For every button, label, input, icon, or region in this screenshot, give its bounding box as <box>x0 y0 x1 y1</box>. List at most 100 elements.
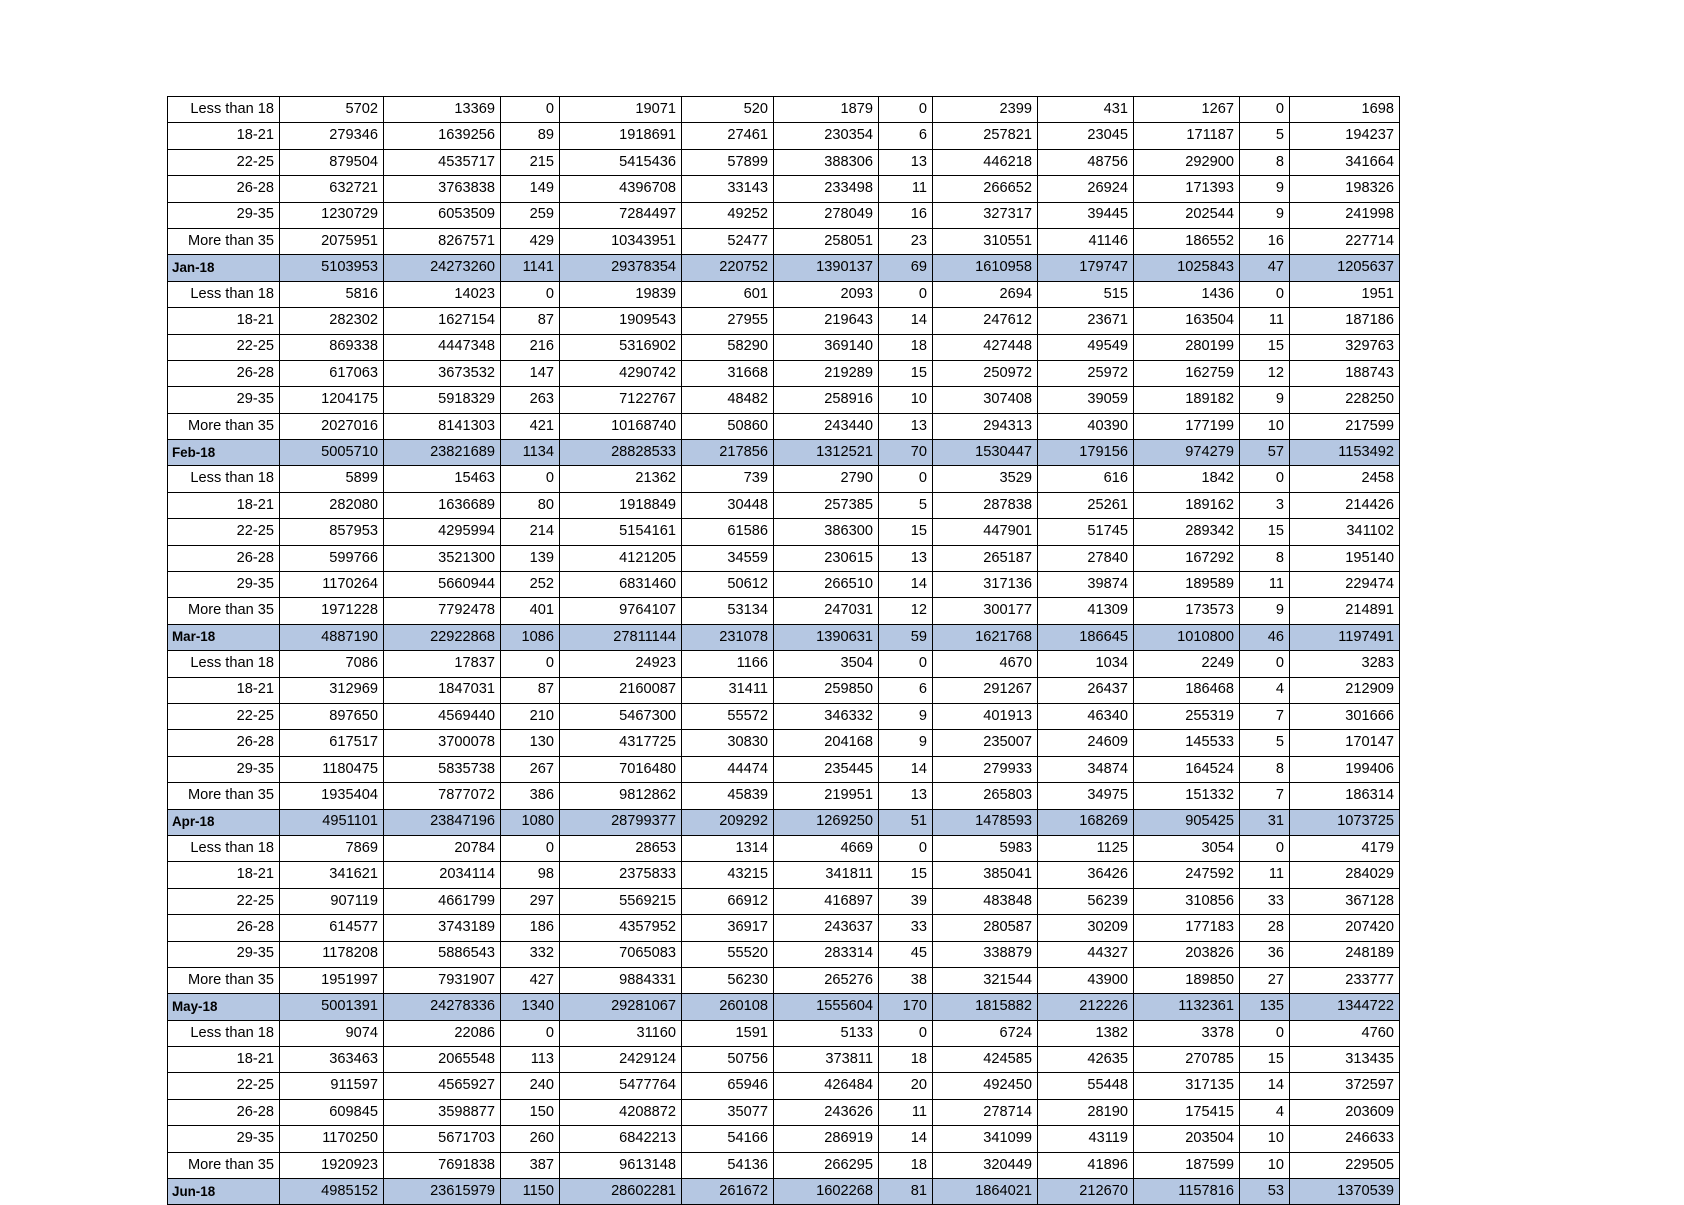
value-cell[interactable]: 267 <box>500 755 560 784</box>
age-group-label[interactable]: 22-25 <box>167 1072 280 1100</box>
value-cell[interactable]: 39874 <box>1037 571 1134 599</box>
value-cell[interactable]: 1918691 <box>559 122 682 150</box>
value-cell[interactable]: 341102 <box>1289 518 1400 546</box>
value-cell[interactable]: 0 <box>500 1019 560 1048</box>
value-cell[interactable]: 7869 <box>279 834 384 863</box>
value-cell[interactable]: 11 <box>1239 307 1290 335</box>
value-cell[interactable]: 15 <box>878 861 933 889</box>
value-cell[interactable]: 5316902 <box>559 333 682 361</box>
value-cell[interactable]: 15 <box>1239 1046 1290 1074</box>
value-cell[interactable]: 338879 <box>932 940 1038 968</box>
value-cell[interactable]: 0 <box>1239 834 1290 863</box>
total-value-cell[interactable]: 59 <box>878 623 933 652</box>
value-cell[interactable]: 427 <box>500 966 560 995</box>
value-cell[interactable]: 43119 <box>1037 1125 1134 1153</box>
value-cell[interactable]: 36917 <box>681 914 774 942</box>
value-cell[interactable]: 51745 <box>1037 518 1134 546</box>
value-cell[interactable]: 258916 <box>773 386 879 414</box>
total-value-cell[interactable]: 1864021 <box>932 1178 1038 1205</box>
value-cell[interactable]: 18 <box>878 333 933 361</box>
value-cell[interactable]: 310856 <box>1133 887 1240 916</box>
value-cell[interactable]: 3743189 <box>383 914 501 942</box>
value-cell[interactable]: 5660944 <box>383 571 501 599</box>
total-value-cell[interactable]: 5001391 <box>279 993 384 1021</box>
value-cell[interactable]: 189162 <box>1133 491 1240 520</box>
value-cell[interactable]: 175415 <box>1133 1098 1240 1127</box>
age-group-label[interactable]: 26-28 <box>167 544 280 573</box>
value-cell[interactable]: 9 <box>1239 386 1290 414</box>
value-cell[interactable]: 12 <box>878 597 933 625</box>
value-cell[interactable]: 15 <box>1239 333 1290 361</box>
value-cell[interactable]: 214 <box>500 518 560 546</box>
age-group-label[interactable]: 26-28 <box>167 1098 280 1127</box>
value-cell[interactable]: 617517 <box>279 729 384 757</box>
value-cell[interactable]: 401913 <box>932 702 1038 731</box>
total-value-cell[interactable]: 23615979 <box>383 1178 501 1205</box>
value-cell[interactable]: 372597 <box>1289 1072 1400 1100</box>
value-cell[interactable]: 214426 <box>1289 491 1400 520</box>
value-cell[interactable]: 7065083 <box>559 940 682 968</box>
value-cell[interactable]: 1314 <box>681 834 774 863</box>
value-cell[interactable]: 401 <box>500 597 560 625</box>
total-value-cell[interactable]: 1602268 <box>773 1178 879 1205</box>
value-cell[interactable]: 3673532 <box>383 359 501 388</box>
total-value-cell[interactable]: 5103953 <box>279 254 384 282</box>
value-cell[interactable]: 7792478 <box>383 597 501 625</box>
value-cell[interactable]: 23 <box>878 227 933 256</box>
value-cell[interactable]: 373811 <box>773 1046 879 1074</box>
value-cell[interactable]: 292900 <box>1133 148 1240 177</box>
total-value-cell[interactable]: 1269250 <box>773 808 879 836</box>
value-cell[interactable]: 247612 <box>932 307 1038 335</box>
value-cell[interactable]: 26924 <box>1037 175 1134 203</box>
value-cell[interactable]: 49549 <box>1037 333 1134 361</box>
value-cell[interactable]: 139 <box>500 544 560 573</box>
value-cell[interactable]: 1920923 <box>279 1151 384 1180</box>
value-cell[interactable]: 23045 <box>1037 122 1134 150</box>
value-cell[interactable]: 2694 <box>932 280 1038 309</box>
value-cell[interactable]: 229474 <box>1289 571 1400 599</box>
value-cell[interactable]: 1591 <box>681 1019 774 1048</box>
value-cell[interactable]: 6 <box>878 122 933 150</box>
value-cell[interactable]: 212909 <box>1289 676 1400 704</box>
value-cell[interactable]: 56239 <box>1037 887 1134 916</box>
value-cell[interactable]: 87 <box>500 307 560 335</box>
age-group-label[interactable]: 18-21 <box>167 676 280 704</box>
age-group-label[interactable]: 18-21 <box>167 122 280 150</box>
value-cell[interactable]: 7086 <box>279 650 384 678</box>
value-cell[interactable]: 219951 <box>773 782 879 810</box>
value-cell[interactable]: 446218 <box>932 148 1038 177</box>
value-cell[interactable]: 387 <box>500 1151 560 1180</box>
value-cell[interactable]: 186 <box>500 914 560 942</box>
value-cell[interactable]: 149 <box>500 175 560 203</box>
value-cell[interactable]: 34559 <box>681 544 774 573</box>
total-value-cell[interactable]: 1390631 <box>773 623 879 652</box>
value-cell[interactable]: 279933 <box>932 755 1038 784</box>
value-cell[interactable]: 9 <box>878 729 933 757</box>
value-cell[interactable]: 6 <box>878 676 933 704</box>
value-cell[interactable]: 11 <box>1239 861 1290 889</box>
value-cell[interactable]: 219643 <box>773 307 879 335</box>
value-cell[interactable]: 243637 <box>773 914 879 942</box>
value-cell[interactable]: 39 <box>878 887 933 916</box>
value-cell[interactable]: 203504 <box>1133 1125 1240 1153</box>
value-cell[interactable]: 3504 <box>773 650 879 678</box>
value-cell[interactable]: 0 <box>500 834 560 863</box>
total-value-cell[interactable]: 5005710 <box>279 439 384 467</box>
value-cell[interactable]: 9074 <box>279 1019 384 1048</box>
month-total-label[interactable]: Apr-18 <box>167 808 280 836</box>
total-value-cell[interactable]: 179156 <box>1037 439 1134 467</box>
value-cell[interactable]: 263 <box>500 386 560 414</box>
value-cell[interactable]: 38 <box>878 966 933 995</box>
value-cell[interactable]: 28653 <box>559 834 682 863</box>
value-cell[interactable]: 9884331 <box>559 966 682 995</box>
value-cell[interactable]: 4 <box>1239 676 1290 704</box>
value-cell[interactable]: 198326 <box>1289 175 1400 203</box>
value-cell[interactable]: 429 <box>500 227 560 256</box>
value-cell[interactable]: 177199 <box>1133 412 1240 441</box>
value-cell[interactable]: 341811 <box>773 861 879 889</box>
value-cell[interactable]: 259 <box>500 201 560 229</box>
value-cell[interactable]: 41896 <box>1037 1151 1134 1180</box>
value-cell[interactable]: 246633 <box>1289 1125 1400 1153</box>
value-cell[interactable]: 202544 <box>1133 201 1240 229</box>
value-cell[interactable]: 252 <box>500 571 560 599</box>
